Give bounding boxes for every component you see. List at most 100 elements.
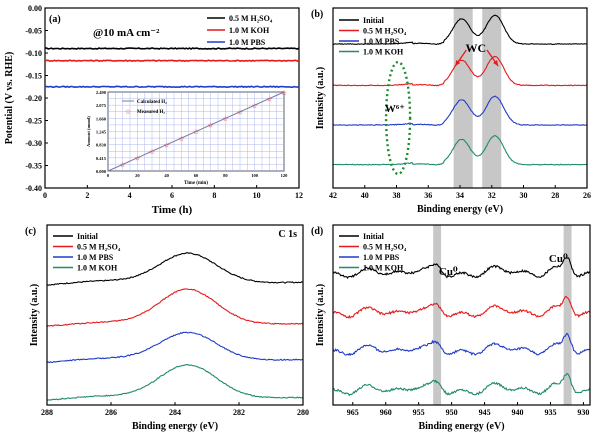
panel-d-frame: [332, 224, 591, 406]
panel-a-ylabel: Potential (V vs. RHE): [4, 52, 15, 145]
panel-a-legend-label: 1.0 M PBS: [229, 38, 266, 47]
panel-a-xlabel: Time (h): [152, 204, 193, 216]
inset-yticklabel: 0.830: [96, 143, 107, 148]
panel-c-x-ticklabel: 280: [297, 408, 309, 417]
panel-d-label: (d): [311, 226, 323, 237]
panel-c-x-ticklabel: 286: [105, 408, 117, 417]
panel-a-yticklabel: -0.15: [25, 72, 42, 81]
spectrum-curve: [332, 14, 588, 45]
panel-b-legend-label: 1.0 M PBS: [363, 37, 400, 46]
inset-yticklabel: 1.660: [96, 116, 107, 121]
w6-ellipse: [384, 60, 412, 176]
panel-c-x-ticklabel: 284: [169, 408, 181, 417]
panel-a-x-ticklabel: 10: [253, 191, 261, 200]
panel-b-ylabel: Intensity (a.u.): [315, 67, 326, 130]
inset-yticklabel: 0.000: [96, 169, 107, 174]
panel-c-legend-label: 1.0 M KOH: [77, 264, 118, 273]
inset-ylabel: Amount (mmol): [86, 116, 91, 147]
inset-yticklabel: 0.415: [96, 156, 107, 161]
panel-a-inset: 0.000 0.415 0.830 1.245 1.660 2.075 2.490 0 20 40…: [86, 89, 288, 186]
panel-c: 288 286 284 282 280 Binding energy (eV) Intens…: [25, 224, 309, 432]
inset-legend-label: Measured H₂: [137, 110, 165, 115]
inset-measured-point: ☆: [164, 141, 170, 149]
panel-b-x-ticklabel: 30: [520, 191, 528, 200]
inset-measured-point: ☆: [178, 135, 184, 143]
panel-b-xlabel: Binding energy (eV): [417, 204, 503, 215]
inset-xlabel: Time (min): [184, 181, 208, 186]
spectrum-curve: [332, 257, 591, 280]
inset-legend-label: Calculated H₂: [137, 100, 167, 105]
panel-c-frame: [46, 224, 304, 406]
spectrum-curve: [46, 288, 304, 328]
inset-xticklabel: 40: [164, 173, 169, 178]
panel-a-yticklabel: -0.35: [25, 162, 42, 171]
inset-xticklabel: 0: [107, 173, 110, 178]
spectrum-curve: [332, 55, 588, 87]
inset-measured-point: ☆: [266, 95, 272, 103]
panel-a-yticklabel: -0.20: [25, 94, 42, 103]
panel-a-series-line: [44, 85, 300, 89]
wc-arrowhead-right: [493, 60, 499, 66]
inset-yticklabel: 2.075: [96, 103, 107, 108]
panel-a-yticklabel: -0.40: [25, 184, 42, 193]
panel-a-x-ticklabel: 6: [170, 191, 174, 200]
panel-a-annotation: @10 mA cm⁻²: [93, 27, 160, 39]
inset-measured-point: ☆: [237, 108, 243, 116]
shaded-band: [453, 8, 473, 188]
panel-d-x-ticklabel: 960: [380, 408, 392, 417]
panel-b-x-ticklabel: 40: [361, 191, 369, 200]
panel-a-yticklabel: -0.30: [25, 139, 42, 148]
panel-c-label: (c): [25, 226, 36, 237]
panel-a-x-ticklabel: 12: [295, 191, 303, 200]
panel-c-legend-label: 0.5 M H₂SO₄: [77, 243, 121, 252]
panel-d-legend-label: 1.0 M KOH: [363, 264, 404, 273]
spectrum-curve: [333, 95, 588, 126]
inset-xticklabel: 80: [223, 173, 228, 178]
wc-annotation: WC: [466, 41, 487, 55]
panel-b: 42 40 38 36 34 32 30 28 26 Binding energy (eV) Int…: [311, 7, 591, 215]
panel-a-label: (a): [49, 14, 61, 25]
inset-measured-point: ☆: [222, 115, 228, 123]
panel-b-x-ticklabel: 28: [551, 191, 559, 200]
inset-xticklabel: 60: [194, 173, 199, 178]
cu0-annotation-left: Cu⁰: [439, 266, 458, 278]
inset-measured-point: ☆: [120, 161, 126, 169]
panel-b-label: (b): [311, 9, 323, 20]
inset-measured-point: ☆: [149, 148, 155, 156]
panel-d-legend-label: 0.5 M H₂SO₄: [363, 243, 407, 252]
wc-arrowhead-left: [455, 60, 461, 66]
inset-measured-point: ☆: [208, 121, 214, 129]
panel-d-legend-label: 1.0 M PBS: [363, 253, 400, 262]
panel-d-legend-label: Initial: [363, 232, 385, 241]
panel-b-x-ticklabel: 26: [583, 191, 591, 200]
w6-annotation: W⁶⁺: [385, 103, 405, 115]
inset-measured-point: ☆: [281, 89, 287, 97]
panel-a-yticklabel: 0.00: [28, 4, 42, 13]
panel-c-x-ticklabel: 282: [233, 408, 245, 417]
inset-yticklabel: 2.490: [96, 90, 107, 95]
panel-a-legend-label: 0.5 M H₂SO₄: [229, 14, 273, 23]
panel-c-ylabel: Intensity (a.u.): [29, 284, 40, 347]
spectrum-curve: [332, 135, 588, 166]
panel-a-series-line: [45, 47, 300, 50]
spectrum-curve: [332, 372, 591, 397]
inset-yticklabel: 1.245: [96, 130, 107, 135]
inset-xticklabel: 100: [251, 173, 259, 178]
panel-c-x-ticklabel: 288: [41, 408, 53, 417]
spectrum-curve: [46, 252, 304, 286]
spectrum-curve: [46, 364, 304, 401]
panel-b-legend-label: 1.0 M KOH: [363, 48, 404, 57]
panel-b-legend-label: 0.5 M H₂SO₄: [363, 27, 407, 36]
shaded-band: [563, 225, 572, 405]
inset-xticklabel: 120: [281, 173, 289, 178]
inset-measured-point: ☆: [134, 154, 140, 162]
panel-b-x-ticklabel: 38: [393, 191, 401, 200]
panel-a-yticklabel: -0.10: [25, 49, 42, 58]
panel-a-yticklabel: -0.25: [25, 117, 42, 126]
shaded-band: [433, 225, 442, 405]
panel-a-legend-label: 1.0 M KOH: [229, 26, 270, 35]
panel-c-xlabel: Binding energy (eV): [132, 421, 218, 432]
spectrum-curve: [332, 332, 591, 357]
panel-d-x-ticklabel: 955: [413, 408, 425, 417]
